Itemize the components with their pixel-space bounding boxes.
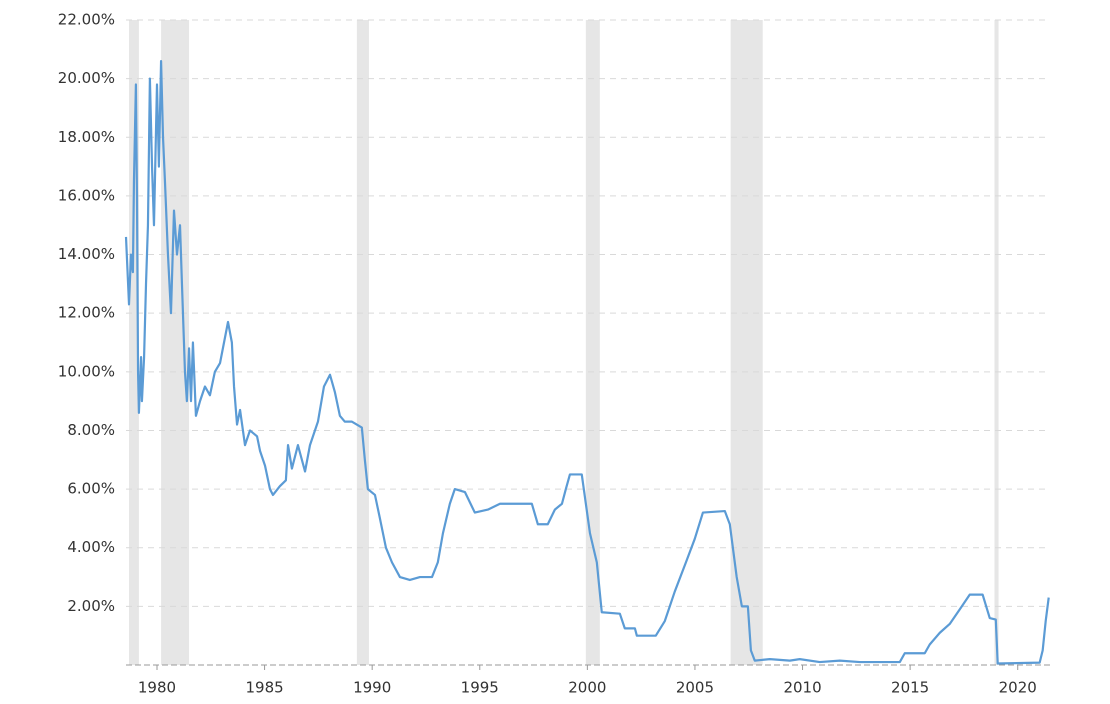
y-tick-label: 14.00% (58, 245, 115, 263)
recession-band (730, 20, 763, 665)
x-tick-label: 2020 (999, 679, 1037, 697)
lines (124, 59, 1050, 665)
grid (126, 19, 1050, 607)
y-tick-label: 12.00% (58, 304, 115, 322)
y-tick-label: 18.00% (58, 128, 115, 146)
x-tick-label: 2010 (783, 679, 821, 697)
axes: 2.00% 4.00% 6.00% 8.00% 10.00% 12.00% 14.00% 16… (58, 11, 1050, 697)
recession-bands (129, 20, 999, 665)
y-tick-label: 6.00% (67, 480, 115, 498)
recession-band (994, 20, 999, 665)
y-tick-label: 2.00% (67, 597, 115, 615)
y-tick-label: 4.00% (67, 538, 115, 556)
x-tick-label: 2000 (568, 679, 606, 697)
x-tick-label: 1985 (245, 679, 283, 697)
x-tick-label: 1995 (461, 679, 499, 697)
y-tick-label: 10.00% (58, 362, 115, 380)
recession-band (129, 20, 139, 665)
y-tick-label: 20.00% (58, 69, 115, 87)
data-line (124, 59, 1050, 665)
y-tick-label: 8.00% (67, 421, 115, 439)
recession-band (585, 20, 600, 665)
y-tick-label: 16.00% (58, 186, 115, 204)
recession-band (356, 20, 369, 665)
x-tick-label: 2005 (676, 679, 714, 697)
x-tick-label: 1990 (353, 679, 391, 697)
y-tick-label: 22.00% (58, 11, 115, 29)
x-tick-label: 1980 (138, 679, 176, 697)
x-tick-label: 2015 (891, 679, 929, 697)
